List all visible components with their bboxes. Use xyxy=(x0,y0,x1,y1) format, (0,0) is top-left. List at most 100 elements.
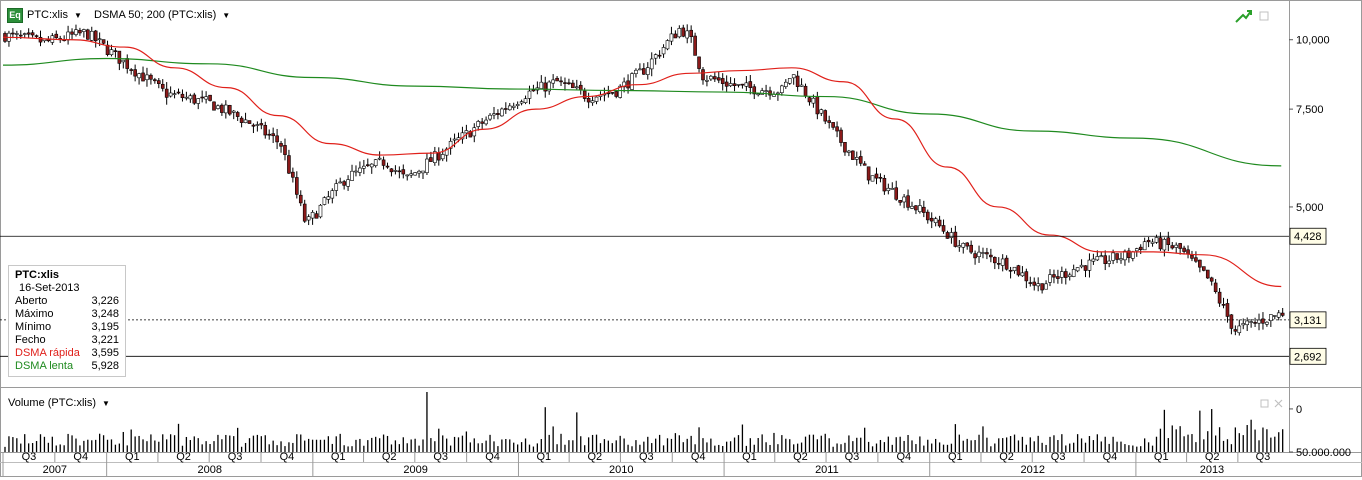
candle-body xyxy=(121,59,126,63)
indicator-selector[interactable]: DSMA 50; 200 (PTC:xlis) ▼ xyxy=(94,6,230,24)
quarter-label: Q1 xyxy=(331,451,346,463)
quarter-label: Q3 xyxy=(845,451,860,463)
candle-body xyxy=(839,129,843,143)
price-axis-label: 5,000 xyxy=(1296,202,1324,214)
candle-body xyxy=(1166,237,1171,245)
quarter-label: Q2 xyxy=(382,451,397,463)
candle-body xyxy=(610,92,615,94)
candle-body xyxy=(1146,239,1151,243)
candle-body xyxy=(551,79,555,84)
candle-body xyxy=(89,30,94,41)
candle-body xyxy=(665,40,670,50)
candle-body xyxy=(314,213,319,219)
candle-body xyxy=(701,69,705,81)
candle-body xyxy=(125,58,130,69)
candle-body xyxy=(18,34,23,37)
volume-label: Volume (PTC:xlis) xyxy=(8,397,97,409)
candle-body xyxy=(440,154,445,160)
legend-label: Mínimo xyxy=(15,321,52,333)
quarter-label: Q2 xyxy=(1205,451,1220,463)
quarter-label: Q3 xyxy=(1051,451,1066,463)
candle-body xyxy=(819,109,824,114)
candle-body xyxy=(945,232,950,239)
candle-body xyxy=(1170,245,1175,249)
candle-body xyxy=(156,80,161,84)
quarter-label: Q2 xyxy=(999,451,1014,463)
candle-body xyxy=(354,170,358,173)
candle-body xyxy=(586,97,591,103)
candle-body xyxy=(1198,259,1202,268)
candle-body xyxy=(760,90,764,95)
candle-body xyxy=(66,31,70,41)
candle-body xyxy=(1071,269,1076,277)
candle-body xyxy=(1178,243,1182,249)
candle-body xyxy=(1024,271,1029,282)
symbol-selector[interactable]: Eq PTC:xlis ▼ xyxy=(7,6,82,24)
candle-body xyxy=(1245,320,1249,326)
candle-body xyxy=(1154,237,1159,243)
candle-body xyxy=(981,252,985,254)
candle-body xyxy=(291,171,295,178)
candle-body xyxy=(184,96,189,99)
year-label: 2008 xyxy=(198,464,222,476)
candle-body xyxy=(1012,266,1017,272)
quarter-label: Q3 xyxy=(639,451,654,463)
legend-value: 5,928 xyxy=(91,360,119,372)
candle-body xyxy=(720,78,725,84)
candle-body xyxy=(673,33,678,39)
price-level-marker xyxy=(1289,227,1327,245)
candle-body xyxy=(669,33,674,42)
candle-body xyxy=(188,95,193,100)
candle-body xyxy=(594,96,599,102)
legend-value: 3,195 xyxy=(91,321,119,333)
candle-body xyxy=(874,173,879,179)
candle-body xyxy=(101,39,106,44)
candle-body xyxy=(1091,258,1096,262)
year-label: 2011 xyxy=(815,464,839,476)
candle-body xyxy=(965,242,970,247)
candle-body xyxy=(326,196,331,200)
candle-body xyxy=(634,69,638,75)
candle-body xyxy=(1202,266,1206,271)
candle-body xyxy=(799,84,804,87)
price-level-label: 3,131 xyxy=(1294,315,1322,327)
candle-body xyxy=(898,200,902,203)
candle-body xyxy=(306,216,311,221)
candle-body xyxy=(1036,283,1040,287)
candle-body xyxy=(709,75,713,80)
candle-body xyxy=(511,105,516,108)
candle-body xyxy=(693,35,697,56)
candle-body xyxy=(1217,291,1222,304)
quarter-label: Q1 xyxy=(536,451,551,463)
candle-body xyxy=(30,32,35,36)
candle-body xyxy=(724,81,729,87)
candle-body xyxy=(807,97,812,103)
candle-body xyxy=(11,32,15,35)
candle-body xyxy=(429,157,433,162)
legend-row-low: Mínimo 3,195 xyxy=(15,321,119,334)
candle-body xyxy=(1134,248,1139,252)
candle-body xyxy=(933,218,938,224)
candle-body xyxy=(492,113,496,116)
volume-restore-icon xyxy=(1260,399,1269,408)
candle-body xyxy=(500,108,504,117)
volume-selector[interactable]: Volume (PTC:xlis) ▼ xyxy=(8,397,110,409)
candle-body xyxy=(444,148,449,156)
quarter-label: Q2 xyxy=(587,451,602,463)
candle-body xyxy=(137,73,141,79)
candle-body xyxy=(208,94,212,101)
volume-axis-label: 0 xyxy=(1296,404,1302,416)
candle-body xyxy=(1032,281,1037,286)
quarter-label: Q3 xyxy=(22,451,37,463)
candle-body xyxy=(531,89,536,92)
symbol-label: PTC:xlis xyxy=(27,9,68,21)
candle-body xyxy=(776,92,780,95)
candle-body xyxy=(15,33,19,35)
candle-body xyxy=(657,54,662,57)
legend-label: Fecho xyxy=(15,334,46,346)
candle-body xyxy=(847,150,851,153)
candle-body xyxy=(705,80,709,82)
quarter-label: Q2 xyxy=(176,451,191,463)
candle-body xyxy=(567,82,571,85)
candle-body xyxy=(571,82,575,89)
